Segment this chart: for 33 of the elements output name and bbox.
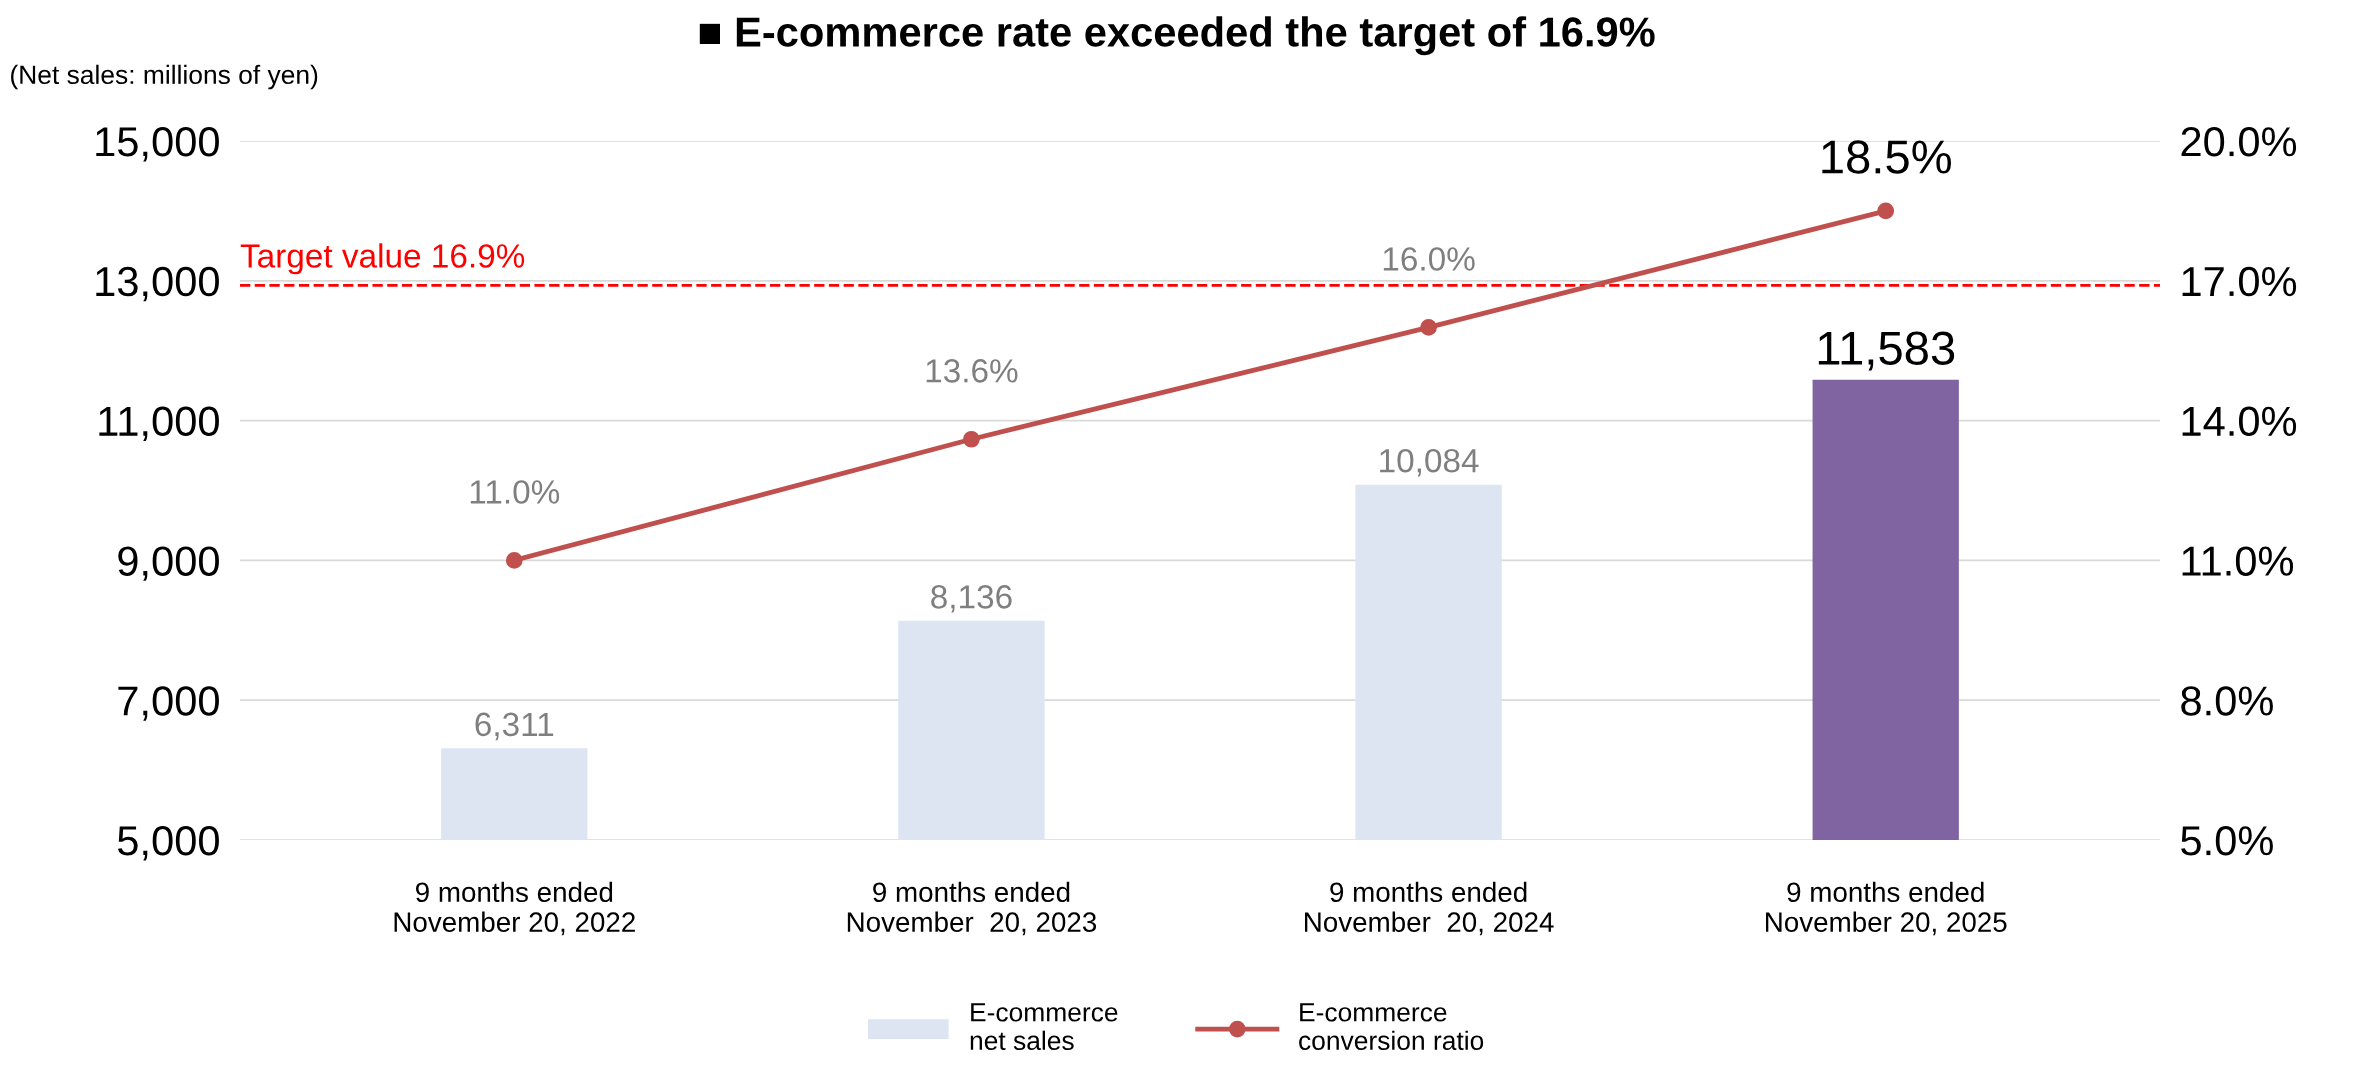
x-tick-label: 9 months ended November 20, 2025 bbox=[1766, 881, 2007, 936]
x-tick-label: 9 months ended November 20, 2022 bbox=[394, 881, 635, 936]
y2-tick-label: 14.0% bbox=[2182, 406, 2297, 437]
data-label: 16.0% bbox=[1383, 247, 1475, 271]
point bbox=[963, 430, 980, 448]
y-tick-label: 11,000 bbox=[99, 406, 219, 442]
x-tick-label: 9 months ended November 20, 2023 bbox=[847, 881, 1097, 936]
y2-tick-label: 8.0% bbox=[2181, 686, 2273, 716]
legend-label: E-commerce conversion ratio bbox=[1299, 1003, 1484, 1051]
y-tick-label: 9,000 bbox=[118, 546, 219, 581]
chart-title: ■ E-commerce rate exceeded the target of 16.9% bbox=[699, 16, 1655, 56]
y-tick-label: 15,000 bbox=[96, 127, 219, 162]
y-tick-label: 7,000 bbox=[118, 686, 219, 721]
point bbox=[1420, 319, 1437, 336]
data-label: 11.0% bbox=[470, 480, 560, 504]
y-tick-label: 13,000 bbox=[96, 266, 219, 302]
point bbox=[505, 552, 523, 569]
y-axis-title: (Net sales: millions of yen) bbox=[11, 64, 318, 90]
data-label: 10,084 bbox=[1380, 448, 1479, 477]
x-tick-label: 9 months ended November 20, 2024 bbox=[1305, 881, 1554, 936]
ref-line-label: Target value 16.9% bbox=[240, 243, 525, 275]
data-label: 8,136 bbox=[931, 585, 1012, 613]
data-label: 6,311 bbox=[475, 712, 554, 741]
data-label: 18.5% bbox=[1822, 140, 1951, 174]
y-tick-label: 5,000 bbox=[117, 826, 219, 861]
y2-tick-label: 11.0% bbox=[2182, 546, 2294, 576]
data-label: 13.6% bbox=[926, 359, 1018, 383]
y2-tick-label: 20.0% bbox=[2181, 127, 2297, 157]
y2-tick-label: 17.0% bbox=[2182, 266, 2297, 297]
data-label: 11,583 bbox=[1818, 331, 1955, 371]
y2-tick-label: 5.0% bbox=[2181, 826, 2273, 856]
point bbox=[1877, 202, 1895, 220]
legend-label: E-commerce net sales bbox=[970, 1003, 1118, 1051]
